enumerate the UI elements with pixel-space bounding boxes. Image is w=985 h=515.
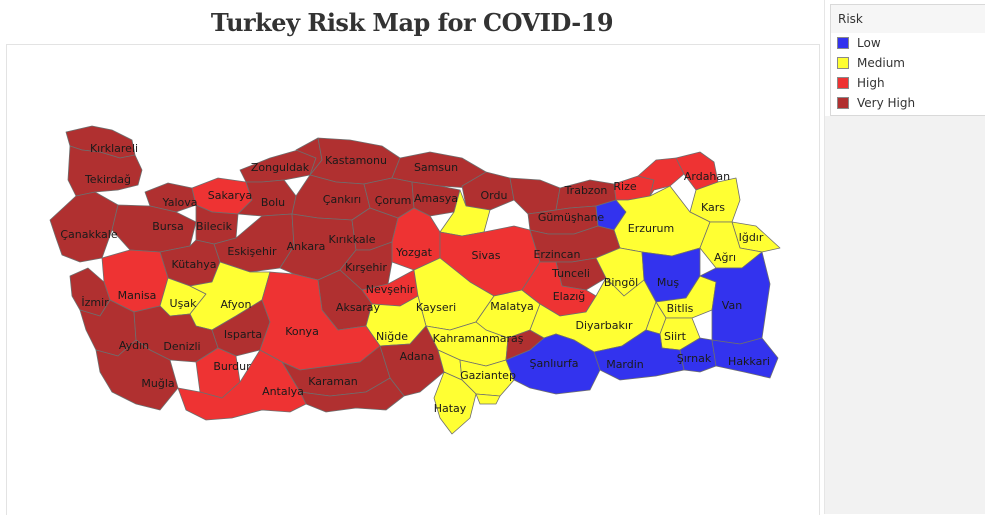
label-sivas: Sivas xyxy=(471,249,500,262)
label-ordu: Ordu xyxy=(481,189,508,202)
label-burdur: Burdur xyxy=(213,360,251,373)
label-eskisehir: Eskişehir xyxy=(227,245,277,258)
label-bursa: Bursa xyxy=(152,220,184,233)
label-adana: Adana xyxy=(400,350,435,363)
legend-swatch-high xyxy=(837,77,849,89)
legend-item-low[interactable]: Low xyxy=(831,33,985,53)
label-gaziantep: Gaziantep xyxy=(460,369,516,382)
label-bilecik: Bilecik xyxy=(196,220,233,233)
province-tekirdag[interactable] xyxy=(67,145,143,197)
label-diyarbakir: Diyarbakır xyxy=(576,319,633,332)
label-agri: Ağrı xyxy=(714,251,736,264)
province-yozgat[interactable] xyxy=(391,207,441,271)
label-tunceli: Tunceli xyxy=(551,267,590,280)
legend-item-high[interactable]: High xyxy=(831,73,985,93)
legend-label-medium: Medium xyxy=(857,56,905,70)
legend-swatch-low xyxy=(837,37,849,49)
label-corum: Çorum xyxy=(375,194,412,207)
label-tekirdag: Tekirdağ xyxy=(84,173,131,186)
label-cankiri: Çankırı xyxy=(323,193,361,206)
label-kutahya: Kütahya xyxy=(172,258,217,271)
label-sakarya: Sakarya xyxy=(208,189,252,202)
label-elazig: Elazığ xyxy=(553,290,586,303)
label-kirikkale: Kırıkkale xyxy=(329,233,376,246)
label-mugla: Muğla xyxy=(141,377,174,390)
label-kirsehir: Kırşehir xyxy=(345,261,387,274)
label-sanliurfa: Şanlıurfa xyxy=(530,357,579,370)
label-isparta: Isparta xyxy=(224,328,262,341)
map-panel: Turkey Risk Map for COVID-19 xyxy=(0,0,825,515)
label-afyon: Afyon xyxy=(220,298,251,311)
label-usak: Uşak xyxy=(170,297,198,310)
province-giresun[interactable] xyxy=(509,177,561,215)
legend-title: Risk xyxy=(831,5,985,33)
turkey-risk-map[interactable]: Kırklareli Tekirdağ Zonguldak Kastamonu … xyxy=(0,0,824,514)
label-kirklareli: Kırklareli xyxy=(90,142,138,155)
label-kastamonu: Kastamonu xyxy=(325,154,387,167)
label-antalya: Antalya xyxy=(262,385,304,398)
label-trabzon: Trabzon xyxy=(564,184,608,197)
province-hatay[interactable] xyxy=(433,371,477,435)
map-title: Turkey Risk Map for COVID-19 xyxy=(210,8,614,37)
label-zonguldak: Zonguldak xyxy=(251,161,310,174)
legend-swatch-medium xyxy=(837,57,849,69)
legend-item-very-high[interactable]: Very High xyxy=(831,93,985,113)
legend-label-high: High xyxy=(857,76,885,90)
label-hatay: Hatay xyxy=(434,402,467,415)
label-yozgat: Yozgat xyxy=(395,246,432,259)
legend-label-low: Low xyxy=(857,36,881,50)
label-mardin: Mardin xyxy=(606,358,644,371)
province-kilis[interactable] xyxy=(475,393,501,405)
label-van: Van xyxy=(722,299,742,312)
province-antalya[interactable] xyxy=(177,349,307,421)
label-kahramanmaras: Kahramanmaraş xyxy=(433,332,524,345)
label-aydin: Aydın xyxy=(119,339,149,352)
label-amasya: Amasya xyxy=(414,192,458,205)
label-malatya: Malatya xyxy=(490,300,534,313)
legend-label-very-high: Very High xyxy=(857,96,916,110)
label-bingol: Bingöl xyxy=(604,276,638,289)
legend-swatch-very-high xyxy=(837,97,849,109)
label-nevsehir: Nevşehir xyxy=(366,283,415,296)
label-igdir: Iğdır xyxy=(739,231,764,244)
label-karaman: Karaman xyxy=(308,375,357,388)
label-manisa: Manisa xyxy=(118,289,157,302)
label-bitlis: Bitlis xyxy=(667,302,694,315)
label-erzincan: Erzincan xyxy=(533,248,580,261)
province-hakkari[interactable] xyxy=(711,337,779,379)
label-mus: Muş xyxy=(657,276,679,289)
label-sirnak: Şırnak xyxy=(677,352,712,365)
label-erzurum: Erzurum xyxy=(628,222,674,235)
label-kayseri: Kayseri xyxy=(416,301,456,314)
side-panel-background xyxy=(825,116,985,514)
label-aksaray: Aksaray xyxy=(336,301,381,314)
province-mersin[interactable] xyxy=(299,377,405,413)
label-canakkale: Çanakkale xyxy=(60,228,117,241)
label-yalova: Yalova xyxy=(162,196,198,209)
label-samsun: Samsun xyxy=(414,161,458,174)
label-gumushane: Gümüşhane xyxy=(538,211,605,224)
label-hakkari: Hakkari xyxy=(728,355,770,368)
label-izmir: İzmir xyxy=(81,296,109,309)
risk-legend: Risk Low Medium High Very High xyxy=(830,4,985,116)
label-denizli: Denizli xyxy=(163,340,200,353)
label-ankara: Ankara xyxy=(287,240,326,253)
label-bolu: Bolu xyxy=(261,196,285,209)
label-nigde: Niğde xyxy=(376,330,408,343)
legend-item-medium[interactable]: Medium xyxy=(831,53,985,73)
label-kars: Kars xyxy=(701,201,725,214)
province-canakkale[interactable] xyxy=(49,191,119,263)
label-siirt: Siirt xyxy=(664,330,687,343)
label-ardahan: Ardahan xyxy=(684,170,730,183)
label-rize: Rize xyxy=(613,180,636,193)
label-konya: Konya xyxy=(285,325,319,338)
